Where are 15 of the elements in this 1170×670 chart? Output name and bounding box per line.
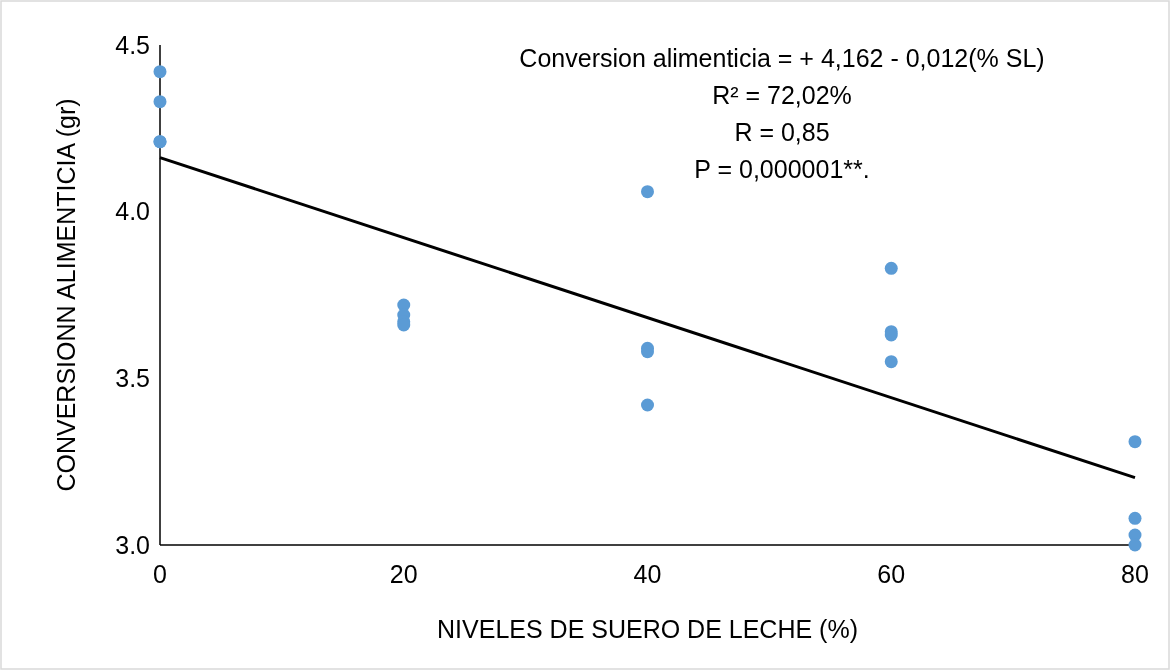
y-tick-label: 4.0 (115, 197, 150, 226)
x-tick-label: 20 (389, 560, 418, 588)
y-tick-label: 4.5 (115, 30, 150, 59)
x-axis-title: NIVELES DE SUERO DE LECHE (%) (437, 615, 858, 643)
y-tick-label: 3.5 (115, 364, 150, 393)
annotation: R = 0,85 (734, 118, 830, 146)
x-tick-label: 0 (153, 560, 167, 588)
x-tick-label: 40 (633, 560, 662, 588)
x-tick-label: 60 (877, 560, 906, 588)
annotation: Conversion alimenticia = + 4,162 - 0,012(% SL) (519, 44, 1045, 72)
y-tick-label: 3.0 (115, 530, 150, 559)
annotation: R² = 72,02% (712, 81, 852, 109)
annotation: P = 0,000001**. (694, 155, 870, 183)
x-tick-label: 80 (1121, 560, 1149, 588)
y-axis-title: CONVERSIONN ALIMENTICIA (gr) (52, 98, 80, 492)
